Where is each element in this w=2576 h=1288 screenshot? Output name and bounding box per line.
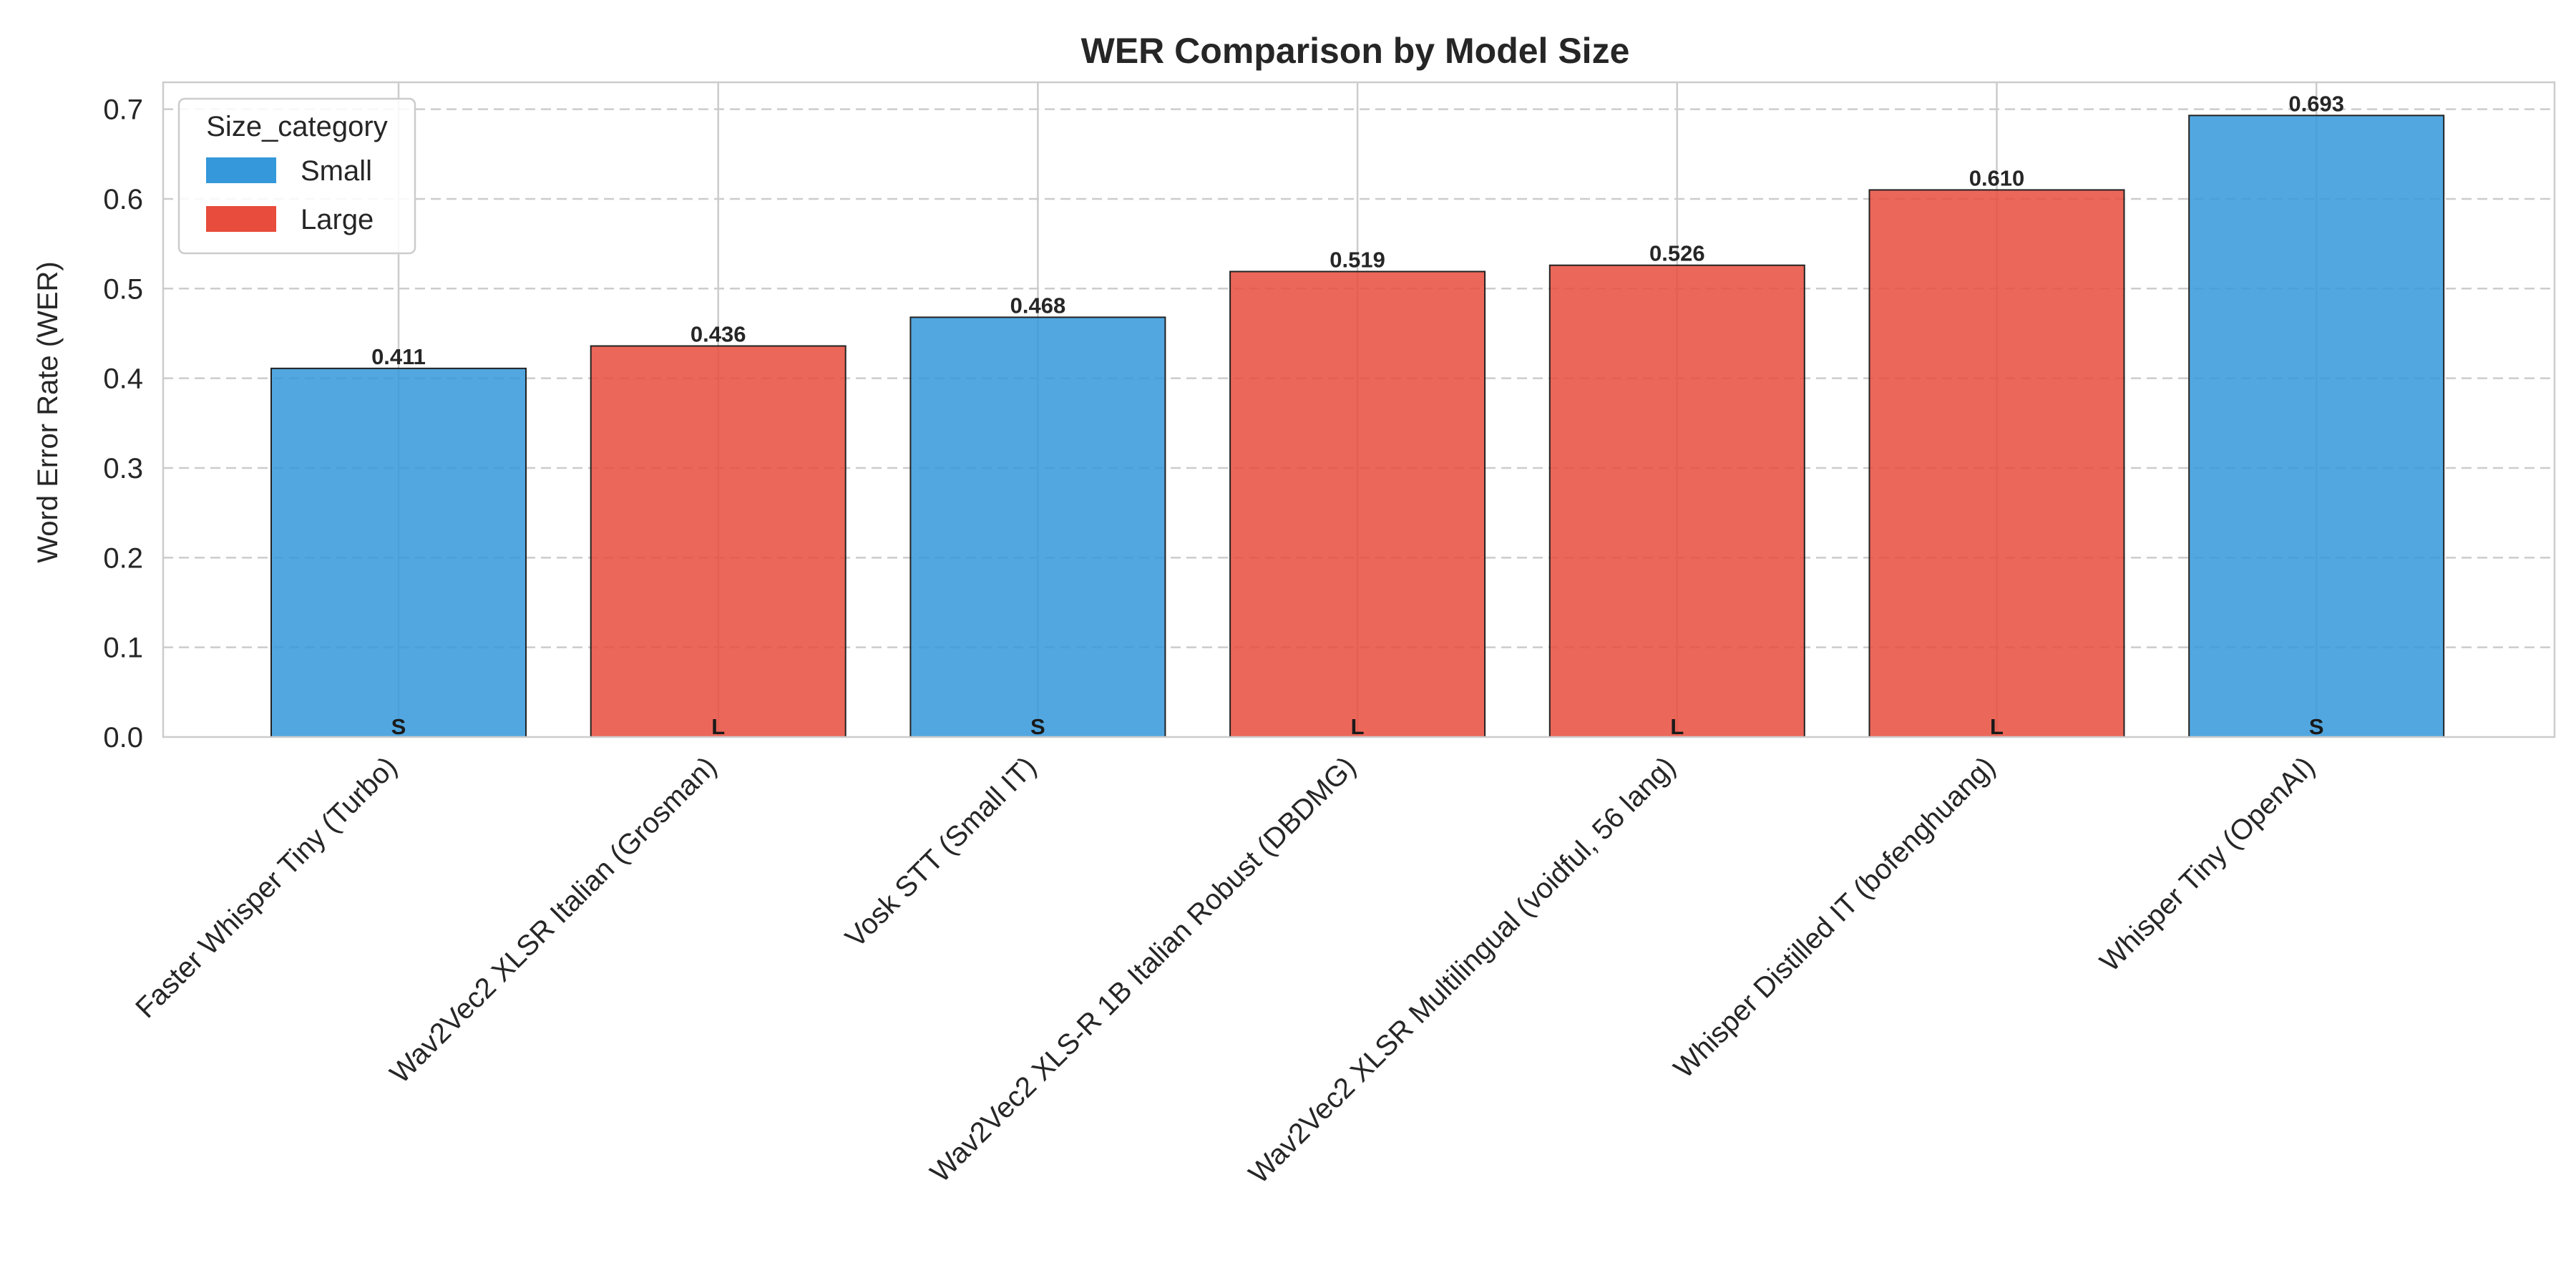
- bar-large: [1548, 264, 1805, 738]
- y-axis-label: Word Error Rate (WER): [32, 261, 64, 563]
- size-initial-label: L: [1990, 714, 2004, 739]
- legend-entry-label: Small: [301, 155, 372, 187]
- size-initial-label: L: [711, 714, 725, 739]
- y-tick-label: 0.6: [103, 184, 143, 215]
- bar-small: [909, 316, 1166, 738]
- plot-area-frame: [162, 81, 2556, 738]
- y-tick-label: 0.7: [103, 94, 143, 126]
- x-tick-label: Wav2Vec2 XLSR Italian (Grosman): [384, 751, 723, 1089]
- size-initial-label: L: [1670, 714, 1684, 739]
- y-tick-label: 0.1: [103, 633, 143, 664]
- bar-large: [590, 345, 847, 738]
- legend-swatch-small: [206, 157, 276, 183]
- size-initial-label: L: [1351, 714, 1365, 739]
- legend-title: Size_category: [206, 111, 387, 142]
- legend-entry-label: Large: [301, 204, 374, 235]
- bar-large: [1229, 270, 1486, 738]
- value-label: 0.436: [691, 322, 746, 347]
- value-label: 0.526: [1649, 241, 1705, 266]
- y-tick-label: 0.0: [103, 722, 143, 753]
- value-label: 0.468: [1010, 293, 1066, 318]
- y-tick-label: 0.2: [103, 542, 143, 574]
- value-label: 0.693: [2288, 91, 2344, 116]
- legend: Size_category Small Large: [177, 97, 416, 255]
- x-tick-label: Faster Whisper Tiny (Turbo): [130, 751, 403, 1024]
- value-label: 0.519: [1330, 247, 1385, 272]
- bar-small: [2188, 114, 2445, 738]
- value-label: 0.610: [1969, 165, 2025, 190]
- size-initial-label: S: [1030, 714, 1045, 739]
- chart-title: WER Comparison by Model Size: [1081, 31, 1630, 71]
- x-tick-label: Whisper Distilled IT (bofenghuang): [1668, 751, 2001, 1084]
- x-axis-ticks: Faster Whisper Tiny (Turbo)Wav2Vec2 XLSR…: [130, 751, 2321, 1189]
- y-tick-label: 0.4: [103, 364, 143, 395]
- size-initial-label: S: [391, 714, 406, 739]
- y-tick-label: 0.3: [103, 453, 143, 484]
- bar-small: [270, 367, 527, 738]
- value-label: 0.411: [371, 344, 426, 369]
- size-initial-label: S: [2309, 714, 2324, 739]
- bars: 0.411 S 0.436 L 0.468 S 0.519 L 0.526 L 0.610 L 0.69…: [270, 91, 2445, 739]
- y-tick-label: 0.5: [103, 273, 143, 305]
- bar-large: [1868, 189, 2125, 738]
- y-axis-ticks: 0.0 0.1 0.2 0.3 0.4 0.5 0.6 0.7: [103, 94, 143, 753]
- legend-swatch-large: [206, 206, 276, 232]
- x-tick-label: Whisper Tiny (OpenAI): [2094, 751, 2321, 977]
- x-tick-label: Vosk STT (Small IT): [839, 751, 1043, 954]
